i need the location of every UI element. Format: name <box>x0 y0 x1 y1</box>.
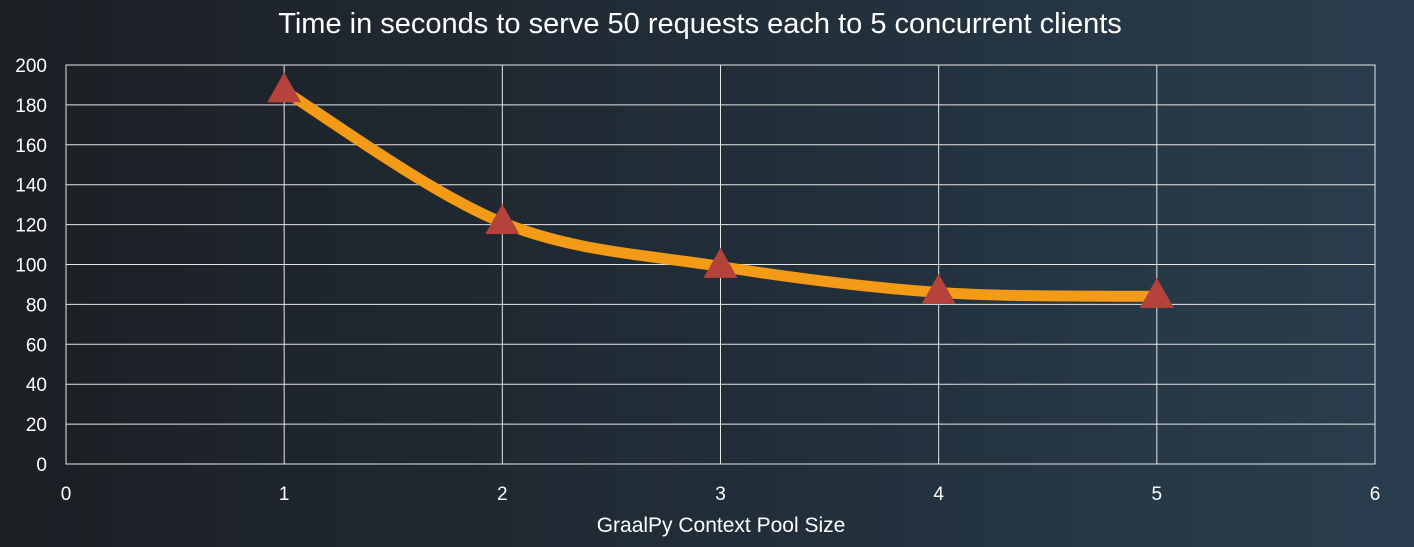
x-tick-label-5: 5 <box>1152 484 1163 505</box>
plot-area-border <box>65 64 1376 465</box>
x-tick-label-6: 6 <box>1370 484 1381 505</box>
y-tick-label-160: 160 <box>15 136 47 157</box>
data-point-marker <box>921 273 956 304</box>
data-point-marker <box>485 204 520 235</box>
y-tick-label-80: 80 <box>26 295 47 316</box>
x-tick-label-3: 3 <box>715 484 726 505</box>
data-point-marker <box>703 247 738 278</box>
y-tick-label-180: 180 <box>15 96 47 117</box>
x-tick-label-1: 1 <box>279 484 290 505</box>
x-tick-label-0: 0 <box>61 484 72 505</box>
marker-layer <box>267 72 1174 308</box>
y-axis-ticks: 0 20 40 60 80 100 120 140 160 180 200 <box>15 56 47 476</box>
y-tick-label-40: 40 <box>26 375 47 396</box>
x-axis-label: GraalPy Context Pool Size <box>597 514 846 537</box>
x-axis-ticks: 0 1 2 3 4 5 6 <box>61 484 1381 505</box>
y-tick-label-140: 140 <box>15 176 47 197</box>
y-tick-label-60: 60 <box>26 335 47 356</box>
y-tick-label-120: 120 <box>15 216 47 237</box>
y-tick-label-200: 200 <box>15 56 47 77</box>
y-tick-label-20: 20 <box>26 415 47 436</box>
chart-title: Time in seconds to serve 50 requests eac… <box>278 8 1122 40</box>
y-tick-label-0: 0 <box>36 455 47 476</box>
data-point-marker <box>267 72 302 103</box>
y-tick-label-100: 100 <box>15 256 47 277</box>
x-tick-label-2: 2 <box>497 484 508 505</box>
x-tick-label-4: 4 <box>933 484 944 505</box>
data-point-marker <box>1139 277 1174 308</box>
